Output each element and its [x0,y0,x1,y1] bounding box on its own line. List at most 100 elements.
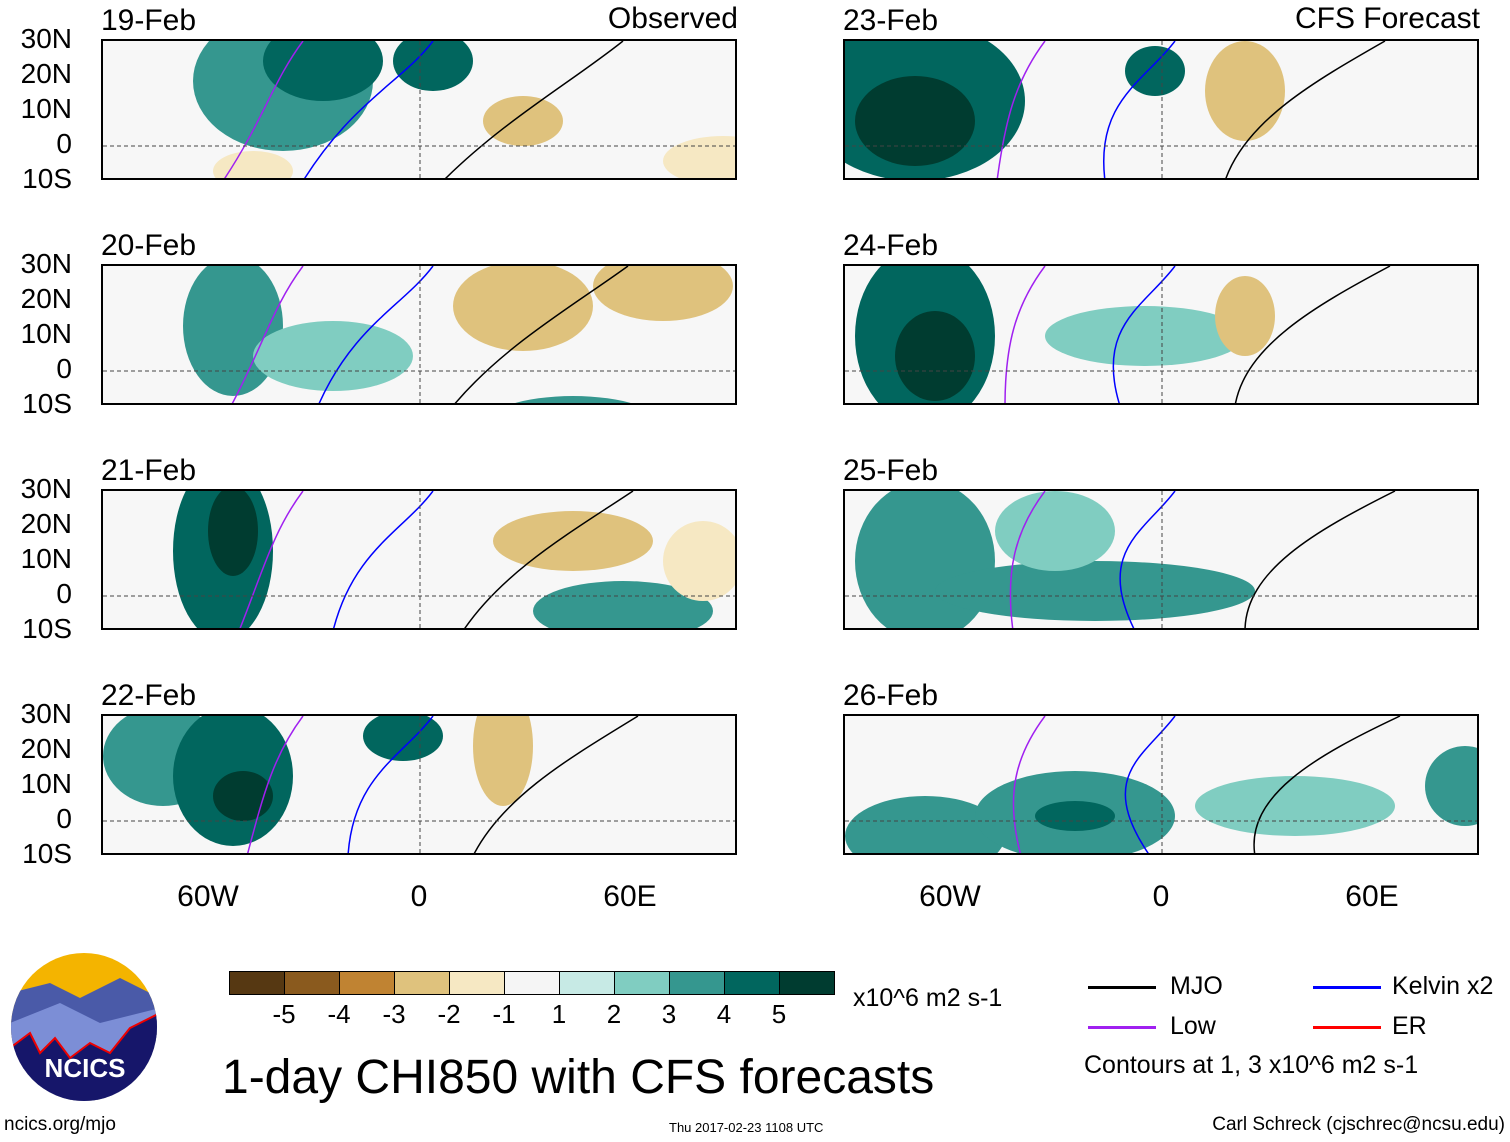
chi850-map [103,491,735,628]
footer-url: ncics.org/mjo [4,1114,116,1135]
y-tick: 10S [22,613,72,644]
colorbar-label: -2 [437,999,461,1029]
x-tick-60w: 60W [177,880,239,913]
panel-date: 22-Feb [101,679,197,712]
x-tick-60e: 60E [603,880,657,913]
y-tick: 10N [20,768,72,799]
map-panel-19-Feb [101,39,737,180]
mjo-contour [1253,716,1401,853]
panel-date: 20-Feb [101,229,197,262]
kelvin-contour [318,266,434,403]
x-tick-0: 0 [410,880,428,913]
colorbar-swatch [615,972,670,994]
colorbar-label: 3 [661,999,677,1029]
legend-low: Low [1170,1012,1216,1040]
y-tick: 20N [20,283,72,314]
map-panel-26-Feb [843,714,1479,855]
x-tick-60w: 60W [919,880,981,913]
colorbar-swatch [780,972,834,994]
er-legend-line [1313,1026,1381,1029]
legend-er: ER [1392,1012,1427,1040]
low-legend-line [1088,1026,1156,1029]
colorbar-swatch [670,972,725,994]
kelvin-legend-line [1313,986,1381,989]
map-panel-24-Feb [843,264,1479,405]
y-tick: 10N [20,543,72,574]
colorbar-label: 1 [551,999,567,1029]
anomaly-blob [473,716,533,806]
colorbar-swatch [505,972,560,994]
colorbar-swatch [395,972,450,994]
anomaly-blob [1215,276,1275,356]
anomaly-blob [533,581,713,628]
ncics-logo: NCICS [11,953,157,1101]
mjo-contour [464,491,634,628]
anomaly-blob [593,266,733,321]
contours-note: Contours at 1, 3 x10^6 m2 s-1 [1084,1051,1419,1079]
observed-header: Observed [607,2,738,35]
anomaly-blob [213,151,293,178]
x-tick-60e: 60E [1345,880,1399,913]
map-panel-25-Feb [843,489,1479,630]
kelvin-contour [1119,491,1176,628]
low-contour [1009,491,1046,628]
anomaly-blob [1195,776,1395,836]
anomaly-blob [663,136,735,178]
colorbar-swatch [450,972,505,994]
y-tick: 10S [22,388,72,419]
chi850-map [845,41,1477,178]
y-tick: 0 [56,353,72,384]
chi850-map [845,266,1477,403]
colorbar-units: x10^6 m2 s-1 [853,984,1003,1012]
y-tick: 0 [56,803,72,834]
anomaly-blob [1205,41,1285,141]
colorbar-label: -1 [492,999,516,1029]
map-panel-22-Feb [101,714,737,855]
anomaly-blob [253,321,413,391]
panel-date: 19-Feb [101,4,197,37]
panel-date: 25-Feb [843,454,939,487]
colorbar-label: 4 [716,999,732,1029]
colorbar-label: -5 [272,999,296,1029]
map-panel-20-Feb [101,264,737,405]
colorbar-swatch [285,972,340,994]
y-tick: 30N [20,23,72,54]
mjo-legend-line [1088,986,1156,989]
anomaly-blob [1035,801,1115,831]
mjo-contour [454,266,629,403]
anomaly-blob [895,311,975,401]
anomaly-blob [1425,746,1477,826]
panel-date: 26-Feb [843,679,939,712]
colorbar-swatch [560,972,615,994]
y-tick: 0 [56,578,72,609]
low-contour [224,41,304,178]
mjo-contour [1244,491,1396,628]
mjo-contour [473,716,639,853]
y-tick: 30N [20,473,72,504]
kelvin-contour [304,41,434,178]
anomaly-blob [208,491,258,576]
low-contour [231,266,304,403]
colorbar-swatch [230,972,285,994]
mjo-contour [1225,41,1386,178]
low-contour [1012,716,1046,853]
chi850-map [103,716,735,853]
colorbar-label: -3 [382,999,406,1029]
map-panel-21-Feb [101,489,737,630]
panel-date: 23-Feb [843,4,939,37]
kelvin-contour [1124,716,1176,853]
anomaly-blob [363,716,443,761]
colorbar-label: 5 [771,999,787,1029]
logo-text: NCICS [45,1053,126,1083]
y-tick: 20N [20,508,72,539]
legend-kelvin: Kelvin x2 [1392,972,1494,1000]
x-tick-0: 0 [1152,880,1170,913]
anomaly-blob [1045,306,1245,366]
y-tick: 0 [56,128,72,159]
y-tick: 20N [20,58,72,89]
anomaly-blob [935,561,1255,621]
anomaly-blob [183,266,283,396]
anomaly-blob [483,96,563,146]
anomaly-blob [845,796,1005,853]
